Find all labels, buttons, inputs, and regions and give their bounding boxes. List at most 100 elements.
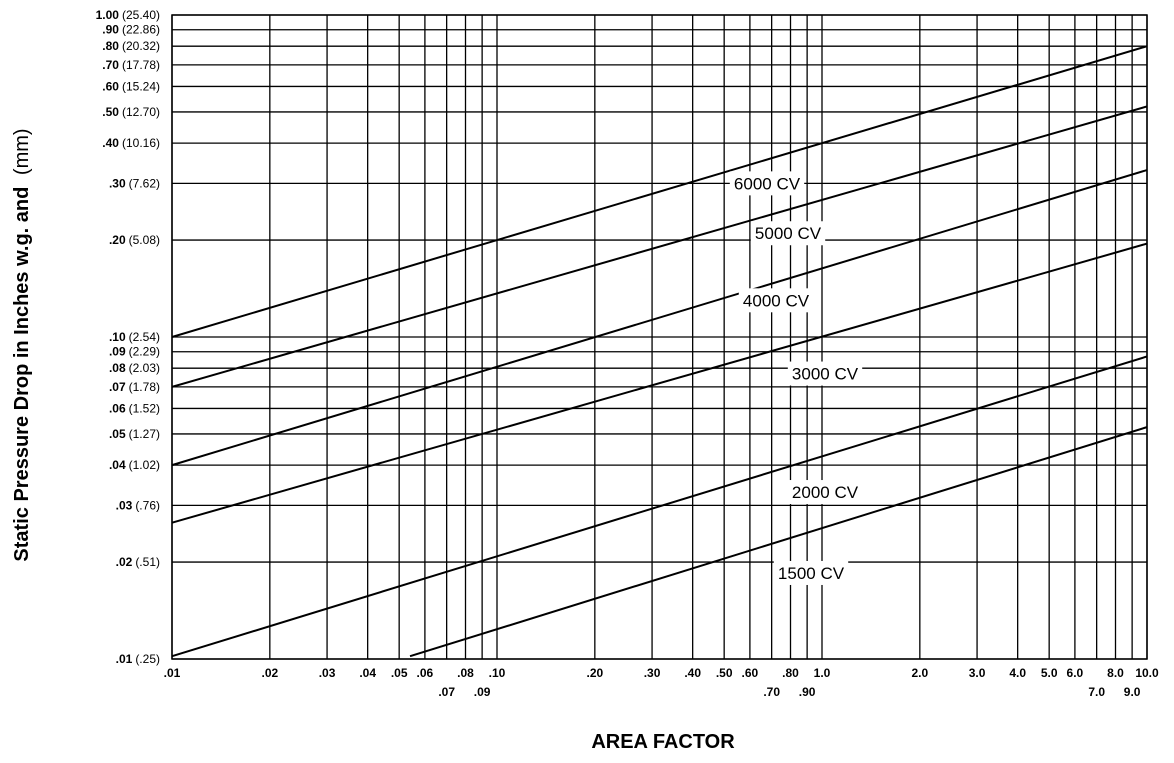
series-label: 2000 CV <box>792 483 859 502</box>
series-label-bg <box>750 221 826 246</box>
x-tick-label: .04 <box>359 666 376 680</box>
x-tick-label: .03 <box>319 666 336 680</box>
y-tick-label: .08 (2.03) <box>109 361 160 375</box>
series-line <box>171 242 1148 524</box>
y-tick-mm: (.51) <box>135 555 160 569</box>
x-tick-label: 3.0 <box>969 666 986 680</box>
y-tick-label: .07 (1.78) <box>109 380 160 394</box>
horizontal-gridlines <box>172 14 1147 660</box>
y-tick-mm: (2.54) <box>129 330 160 344</box>
y-tick-label: .80 (20.32) <box>102 39 160 53</box>
series-line <box>171 169 1148 467</box>
series-label-bg <box>729 171 805 196</box>
y-tick-inches: .30 <box>109 176 126 190</box>
x-tick-labels: .01 .02 .03 .04 .05 .06 .07.08.09 .10 .20 .30 .40.… <box>164 666 1159 699</box>
series-label-bg <box>787 361 863 386</box>
y-tick-mm: (2.29) <box>129 345 160 359</box>
y-tick-mm: (20.32) <box>122 39 160 53</box>
y-tick-label: 1.00 (25.40) <box>96 8 160 22</box>
y-tick-labels: .01 (.25) .02 (.51) .03 (.76) .04 (1.02) .05 (1.2… <box>96 8 160 666</box>
y-tick-label: .10 (2.54) <box>109 330 160 344</box>
x-tick-label: 9.0 <box>1124 685 1141 699</box>
series-label: 1500 CV <box>778 564 845 583</box>
y-tick-mm: (17.78) <box>122 58 160 72</box>
y-tick-mm: (10.16) <box>122 136 160 150</box>
y-tick-label: .09 (2.29) <box>109 345 160 359</box>
y-tick-inches: .80 <box>102 39 119 53</box>
y-tick-mm: (1.52) <box>129 401 160 415</box>
y-tick-inches: .90 <box>102 23 119 37</box>
y-tick-inches: .09 <box>109 345 126 359</box>
x-tick-label: .40 <box>684 666 701 680</box>
y-axis-title: Static Pressure Drop in Inches w.g. and … <box>11 128 33 561</box>
series-label-bg <box>773 560 849 585</box>
series-label: 5000 CV <box>755 224 822 243</box>
y-tick-label: .50 (12.70) <box>102 105 160 119</box>
y-tick-mm: (7.62) <box>129 176 160 190</box>
series-line <box>409 426 1148 658</box>
x-tick-label: .80 <box>782 666 799 680</box>
x-tick-label: .06 <box>417 666 434 680</box>
y-tick-label: .60 (15.24) <box>102 79 160 93</box>
y-tick-mm: (5.08) <box>129 233 160 247</box>
y-tick-inches: .10 <box>109 330 126 344</box>
y-tick-mm: (2.03) <box>129 361 160 375</box>
x-tick-label: .01 <box>164 666 181 680</box>
y-tick-inches: .04 <box>109 458 126 472</box>
y-tick-label: .01 (.25) <box>116 652 160 666</box>
y-tick-label: .70 (17.78) <box>102 58 160 72</box>
x-tick-label: .05 <box>391 666 408 680</box>
y-tick-inches: .40 <box>102 136 119 150</box>
y-tick-mm: (12.70) <box>122 105 160 119</box>
y-tick-mm: (1.27) <box>129 427 160 441</box>
y-tick-label: .05 (1.27) <box>109 427 160 441</box>
y-tick-label: .30 (7.62) <box>109 176 160 190</box>
y-tick-inches: .06 <box>109 401 126 415</box>
series-label: 4000 CV <box>743 291 810 310</box>
y-tick-inches: .08 <box>109 361 126 375</box>
y-axis-title-unit: (mm) <box>11 128 33 175</box>
x-tick-label: 7.0 <box>1088 685 1105 699</box>
series-lines <box>171 45 1148 658</box>
x-tick-label: 1.0 <box>814 666 831 680</box>
y-tick-inches: .07 <box>109 380 126 394</box>
y-tick-mm: (1.02) <box>129 458 160 472</box>
y-tick-inches: .02 <box>116 555 133 569</box>
y-tick-mm: (1.78) <box>129 380 160 394</box>
y-tick-mm: (15.24) <box>122 79 160 93</box>
series-line <box>171 105 1148 388</box>
x-tick-label: 2.0 <box>911 666 928 680</box>
x-axis-title: AREA FACTOR <box>591 731 735 753</box>
x-tick-label: 4.0 <box>1009 666 1026 680</box>
y-tick-mm: (22.86) <box>122 23 160 37</box>
series-label: 3000 CV <box>792 365 859 384</box>
series-line <box>171 45 1148 338</box>
y-tick-label: .04 (1.02) <box>109 458 160 472</box>
x-tick-label: .20 <box>586 666 603 680</box>
x-tick-label: .70 <box>763 685 780 699</box>
y-tick-inches: .05 <box>109 427 126 441</box>
series-labels: 6000 CV 5000 CV 4000 CV 3000 CV 2000 CV 1500 … <box>729 171 863 585</box>
y-tick-mm: (.76) <box>135 498 160 512</box>
series-label-bg <box>738 288 814 313</box>
series-line <box>171 355 1148 658</box>
x-tick-label: .08 <box>457 666 474 680</box>
x-tick-label: .90 <box>799 685 816 699</box>
y-axis-title-main: Static Pressure Drop in Inches w.g. and <box>11 187 33 562</box>
y-tick-label: .03 (.76) <box>116 498 160 512</box>
x-tick-label: 5.0 <box>1041 666 1058 680</box>
series-label: 6000 CV <box>734 174 801 193</box>
x-tick-label: .07 <box>438 685 455 699</box>
y-tick-inches: .70 <box>102 58 119 72</box>
x-tick-label: 10.0 <box>1135 666 1159 680</box>
y-tick-mm: (25.40) <box>122 8 160 22</box>
y-tick-inches: .60 <box>102 79 119 93</box>
y-tick-inches: 1.00 <box>96 8 120 22</box>
x-tick-label: .09 <box>474 685 491 699</box>
y-tick-inches: .01 <box>116 652 133 666</box>
x-tick-label: 6.0 <box>1067 666 1084 680</box>
y-tick-inches: .03 <box>116 498 133 512</box>
x-tick-label: .50 <box>716 666 733 680</box>
x-tick-label: 8.0 <box>1107 666 1124 680</box>
